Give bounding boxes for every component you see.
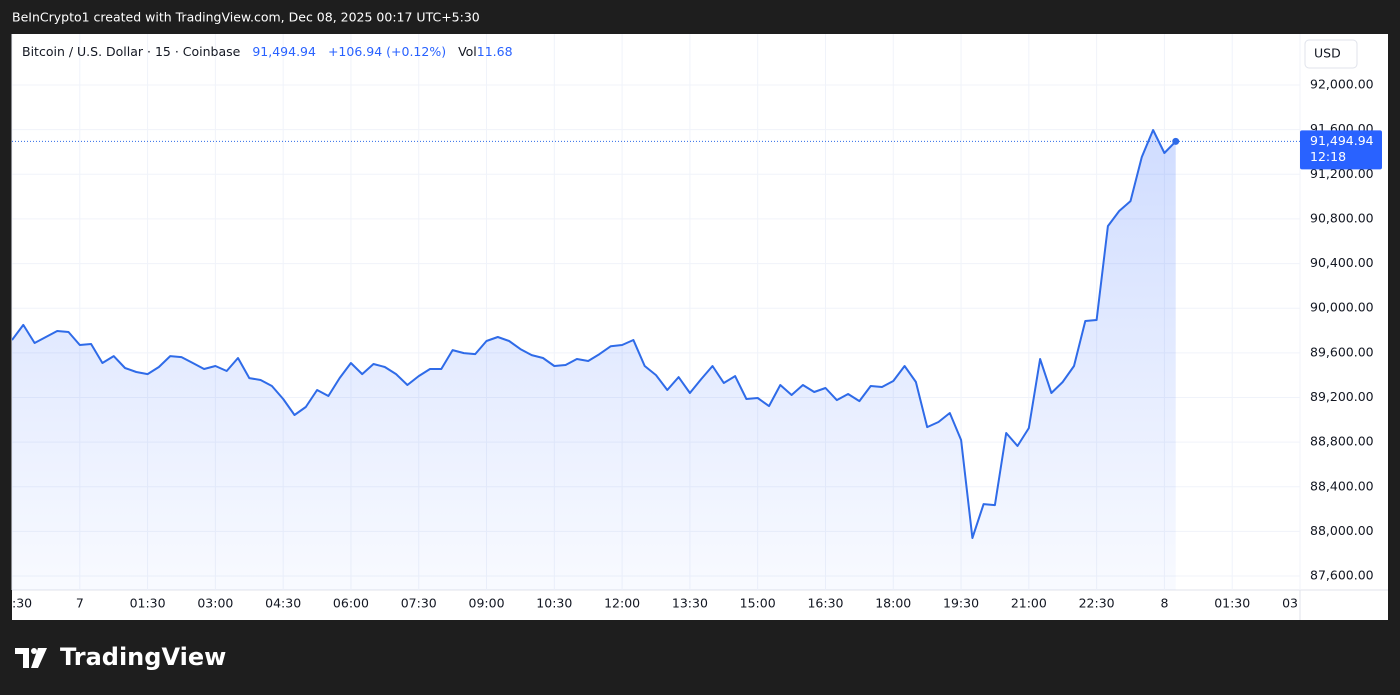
x-tick-label: 06:00 bbox=[333, 596, 369, 611]
x-tick-label: 12:00 bbox=[604, 596, 640, 611]
legend: Bitcoin / U.S. Dollar · 15 · Coinbase 91… bbox=[22, 44, 513, 59]
x-tick-label: 7 bbox=[76, 596, 84, 611]
x-tick-label: 8 bbox=[1160, 596, 1168, 611]
price-tag-label: 91,494.94 bbox=[1310, 133, 1374, 148]
x-tick-label: 03 bbox=[1282, 596, 1298, 611]
x-tick-label: 21:00 bbox=[1011, 596, 1047, 611]
plot bbox=[12, 129, 1300, 590]
x-tick-label: 01:30 bbox=[130, 596, 166, 611]
last-point bbox=[1172, 137, 1180, 145]
x-tick-label: 09:00 bbox=[469, 596, 505, 611]
y-tick-label: 89,600.00 bbox=[1310, 344, 1374, 359]
price-line bbox=[12, 129, 1177, 539]
y-tick-label: 88,400.00 bbox=[1310, 478, 1374, 493]
x-tick-label: 10:30 bbox=[536, 596, 572, 611]
x-tick-label: 22:30 bbox=[1079, 596, 1115, 611]
x-tick-label: :30 bbox=[12, 596, 32, 611]
price-tag-countdown: 12:18 bbox=[1310, 149, 1346, 164]
x-tick-label: 16:30 bbox=[807, 596, 843, 611]
y-tick-label: 90,800.00 bbox=[1310, 210, 1374, 225]
last-price: 91,494.94 bbox=[252, 44, 316, 59]
change: +106.94 (+0.12%) bbox=[328, 44, 446, 59]
x-tick-label: 18:00 bbox=[875, 596, 911, 611]
y-tick-label: 88,800.00 bbox=[1310, 434, 1374, 449]
y-tick-label: 88,000.00 bbox=[1310, 523, 1374, 538]
y-tick-label: 92,000.00 bbox=[1310, 77, 1374, 92]
x-tick-label: 04:30 bbox=[265, 596, 301, 611]
axes: 87,600.00 88,000.00 88,400.00 88,800.00 89,2… bbox=[12, 77, 1374, 611]
symbol: Bitcoin / U.S. Dollar · 15 · Coinbase bbox=[22, 44, 241, 59]
x-tick-label: 13:30 bbox=[672, 596, 708, 611]
header: BeInCrypto1 created with TradingView.com… bbox=[12, 10, 480, 25]
x-tick-label: 07:30 bbox=[401, 596, 437, 611]
x-tick-label: 15:00 bbox=[740, 596, 776, 611]
y-tick-label: 87,600.00 bbox=[1310, 568, 1374, 583]
y-tick-label: 89,200.00 bbox=[1310, 389, 1374, 404]
price-tag bbox=[1300, 130, 1382, 170]
brand-logo bbox=[15, 648, 47, 668]
x-tick-label: 19:30 bbox=[943, 596, 979, 611]
x-tick-label: 03:00 bbox=[197, 596, 233, 611]
volume: 11.68 bbox=[477, 44, 513, 59]
brand: TradingView bbox=[60, 643, 226, 671]
currency[interactable]: USD bbox=[1314, 46, 1341, 61]
x-tick-label: 01:30 bbox=[1214, 596, 1250, 611]
y-tick-label: 90,000.00 bbox=[1310, 300, 1374, 315]
y-tick-label: 90,400.00 bbox=[1310, 255, 1374, 270]
currency-box[interactable] bbox=[1304, 39, 1358, 69]
volume-label: Vol bbox=[458, 44, 477, 59]
price-area bbox=[12, 130, 1176, 590]
y-tick-label: 91,200.00 bbox=[1310, 166, 1374, 181]
